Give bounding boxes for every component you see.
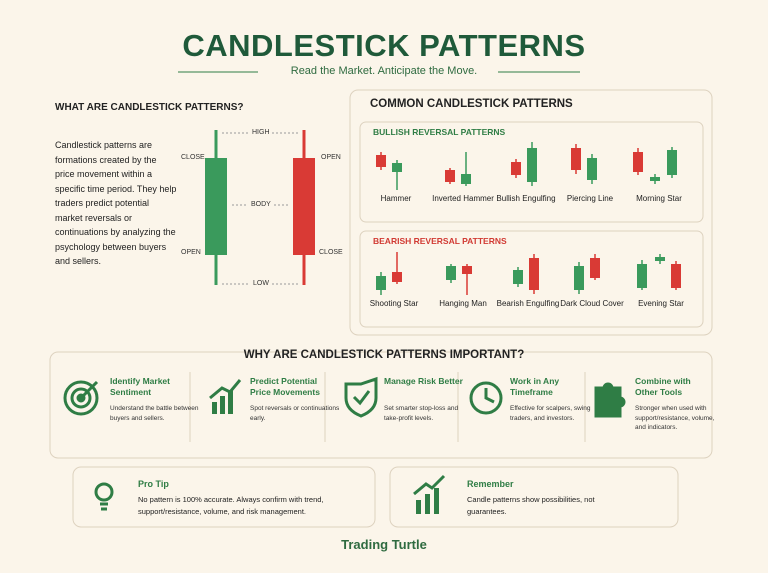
why-title: Manage Risk Better: [384, 376, 463, 386]
candle-body: [571, 148, 581, 170]
brand: Trading Turtle: [341, 537, 427, 552]
candle-body: [574, 266, 584, 290]
why-text: Spot reversals or continuations early.: [250, 405, 340, 422]
pattern-label: Bullish Engulfing: [496, 194, 556, 203]
candle-body: [445, 170, 455, 182]
title: CANDLESTICK PATTERNS: [182, 28, 586, 63]
pattern-label: Morning Star: [636, 194, 682, 203]
pattern-label: Dark Cloud Cover: [560, 299, 624, 308]
label-low: LOW: [253, 280, 269, 287]
candle-body: [513, 270, 523, 284]
intro-heading: WHAT ARE CANDLESTICK PATTERNS?: [55, 102, 244, 113]
candle-body: [392, 272, 402, 282]
candle-body: [205, 158, 227, 255]
why-text: Set smarter stop-loss and take-profit le…: [384, 405, 459, 422]
pattern-label: Shooting Star: [369, 299, 419, 308]
candles: [205, 130, 681, 295]
why-text: Stronger when used with support/resistan…: [635, 405, 715, 431]
candle-body: [527, 148, 537, 182]
label-open: OPEN: [181, 249, 201, 256]
pattern-label: Piercing Line: [566, 194, 614, 203]
label-close: CLOSE: [319, 249, 343, 256]
candle-body: [461, 174, 471, 184]
remember-panel: [389, 466, 679, 528]
bullish-panel: [359, 121, 704, 223]
candle-body: [587, 158, 597, 180]
remember-text: Candle patterns show possibilities, not …: [467, 495, 595, 516]
candle-body: [650, 177, 660, 181]
candle-body: [655, 257, 665, 261]
subtitle: Read the Market. Anticipate the Move.: [290, 65, 478, 77]
candle-body: [590, 258, 600, 278]
tip-text: No pattern is 100% accurate. Always conf…: [138, 495, 324, 516]
candle-body: [376, 155, 386, 167]
guides: [222, 132, 300, 285]
why-panel: [49, 351, 713, 459]
label-body: BODY: [251, 201, 271, 208]
why-title: Identify Market Sentiment: [110, 376, 170, 397]
patterns-panel: [349, 89, 713, 336]
candle-body: [637, 264, 647, 288]
why-title: Predict Potential Price Movements: [250, 376, 320, 397]
candle-body: [511, 162, 521, 175]
pattern-label: Hammer: [380, 194, 412, 203]
why-title: Work in Any Timeframe: [510, 376, 560, 397]
icons: [63, 376, 626, 514]
label-close: CLOSE: [181, 154, 205, 161]
why-heading: WHY ARE CANDLESTICK PATTERNS IMPORTANT?: [243, 349, 525, 361]
bullish-title: BULLISH REVERSAL PATTERNS: [373, 127, 506, 137]
candle-body: [446, 266, 456, 280]
why-title: Combine with Other Tools: [635, 376, 691, 397]
patterns-heading: COMMON CANDLESTICK PATTERNS: [370, 98, 573, 110]
intro-body: Candlestick patterns are formations crea…: [55, 140, 177, 266]
tip-panel: [72, 466, 376, 528]
bearish-title: BEARISH REVERSAL PATTERNS: [373, 236, 507, 246]
candle-body: [633, 152, 643, 172]
why-text: Understand the battle between buyers and…: [110, 405, 199, 422]
remember-title: Remember: [467, 479, 514, 489]
pattern-label: Evening Star: [638, 299, 684, 308]
label-open: OPEN: [321, 154, 341, 161]
candle-body: [667, 150, 677, 175]
why-text: Effective for scalpers, swing traders, a…: [510, 405, 591, 422]
bearish-panel: [359, 230, 704, 328]
candle-body: [462, 266, 472, 274]
pattern-label: Inverted Hammer: [432, 194, 494, 203]
pattern-label: Bearish Engulfing: [496, 299, 560, 308]
candle-body: [529, 258, 539, 290]
candle-body: [392, 163, 402, 172]
candle-body: [293, 158, 315, 255]
tip-title: Pro Tip: [138, 479, 169, 489]
candle-body: [671, 264, 681, 288]
label-high: HIGH: [252, 129, 270, 136]
pattern-label: Hanging Man: [439, 299, 487, 308]
candle-body: [376, 276, 386, 290]
